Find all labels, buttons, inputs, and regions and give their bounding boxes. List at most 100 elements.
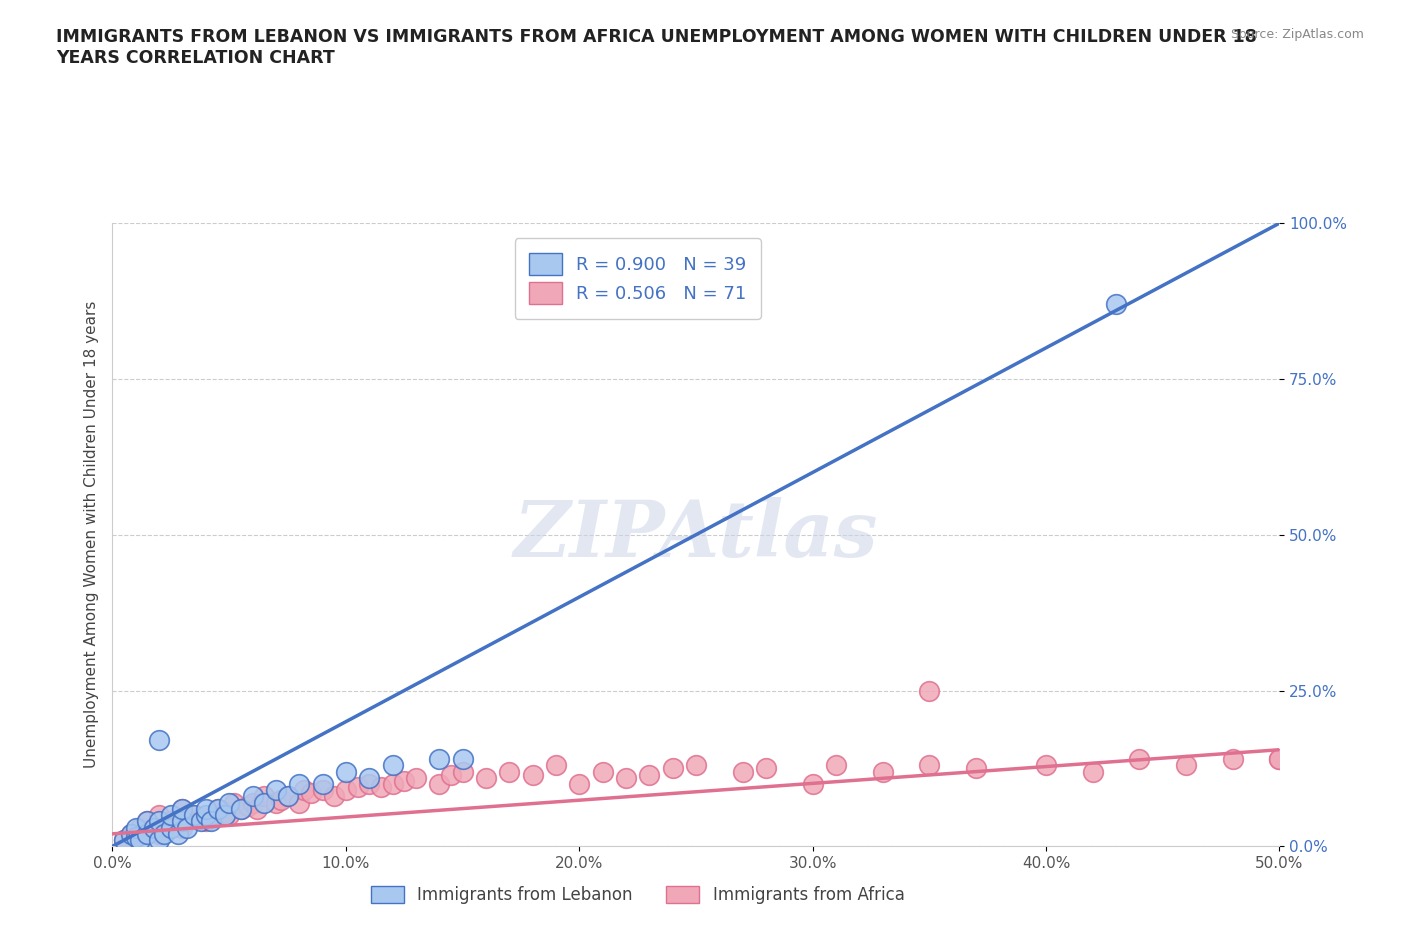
- Point: [1268, 751, 1291, 766]
- Point: [222, 795, 245, 810]
- Point: [522, 767, 544, 782]
- Point: [311, 783, 333, 798]
- Point: [160, 820, 183, 835]
- Point: [381, 777, 404, 791]
- Point: [120, 827, 142, 842]
- Point: [451, 751, 474, 766]
- Point: [1128, 751, 1150, 766]
- Point: [172, 820, 194, 835]
- Point: [125, 830, 148, 844]
- Point: [120, 827, 142, 842]
- Point: [125, 830, 148, 844]
- Point: [381, 758, 404, 773]
- Point: [276, 789, 298, 804]
- Point: [253, 795, 276, 810]
- Point: [246, 802, 269, 817]
- Point: [359, 770, 381, 785]
- Point: [311, 777, 333, 791]
- Point: [200, 807, 222, 823]
- Point: [731, 764, 754, 779]
- Point: [370, 779, 392, 794]
- Point: [190, 814, 212, 829]
- Point: [148, 827, 170, 842]
- Point: [440, 767, 463, 782]
- Point: [1268, 751, 1291, 766]
- Point: [1222, 751, 1244, 766]
- Point: [214, 804, 236, 819]
- Point: [214, 807, 236, 823]
- Point: [160, 807, 183, 823]
- Point: [129, 820, 152, 835]
- Point: [194, 807, 217, 823]
- Point: [160, 814, 183, 829]
- Point: [218, 795, 240, 810]
- Point: [166, 817, 188, 832]
- Point: [136, 827, 159, 842]
- Point: [112, 832, 135, 847]
- Point: [568, 777, 591, 791]
- Point: [661, 761, 683, 776]
- Point: [112, 832, 135, 847]
- Point: [614, 770, 637, 785]
- Point: [136, 827, 159, 842]
- Point: [451, 764, 474, 779]
- Point: [1175, 758, 1198, 773]
- Point: [143, 820, 166, 835]
- Y-axis label: Unemployment Among Women with Children Under 18 years: Unemployment Among Women with Children U…: [83, 301, 98, 768]
- Point: [236, 798, 259, 813]
- Point: [292, 783, 315, 798]
- Point: [965, 761, 987, 776]
- Point: [242, 789, 264, 804]
- Point: [592, 764, 614, 779]
- Point: [207, 802, 229, 817]
- Point: [176, 814, 198, 829]
- Point: [200, 814, 222, 829]
- Point: [242, 795, 264, 810]
- Point: [229, 802, 252, 817]
- Point: [498, 764, 520, 779]
- Point: [299, 786, 322, 801]
- Point: [638, 767, 661, 782]
- Point: [148, 832, 170, 847]
- Point: [825, 758, 848, 773]
- Point: [872, 764, 894, 779]
- Point: [148, 733, 170, 748]
- Point: [136, 814, 159, 829]
- Point: [176, 820, 198, 835]
- Point: [183, 807, 205, 823]
- Point: [544, 758, 567, 773]
- Point: [427, 777, 450, 791]
- Point: [229, 802, 252, 817]
- Point: [264, 783, 287, 798]
- Text: Source: ZipAtlas.com: Source: ZipAtlas.com: [1230, 28, 1364, 41]
- Point: [405, 770, 427, 785]
- Point: [801, 777, 824, 791]
- Point: [143, 820, 166, 835]
- Point: [288, 795, 311, 810]
- Point: [148, 807, 170, 823]
- Point: [136, 814, 159, 829]
- Point: [755, 761, 778, 776]
- Point: [207, 802, 229, 817]
- Legend: Immigrants from Lebanon, Immigrants from Africa: Immigrants from Lebanon, Immigrants from…: [363, 878, 912, 912]
- Point: [1105, 297, 1128, 312]
- Point: [392, 774, 416, 789]
- Point: [270, 792, 292, 807]
- Point: [172, 802, 194, 817]
- Point: [1081, 764, 1104, 779]
- Point: [918, 683, 941, 698]
- Point: [346, 779, 368, 794]
- Point: [183, 807, 205, 823]
- Text: IMMIGRANTS FROM LEBANON VS IMMIGRANTS FROM AFRICA UNEMPLOYMENT AMONG WOMEN WITH : IMMIGRANTS FROM LEBANON VS IMMIGRANTS FR…: [56, 28, 1257, 67]
- Point: [153, 820, 176, 835]
- Point: [359, 777, 381, 791]
- Point: [148, 814, 170, 829]
- Point: [172, 802, 194, 817]
- Text: ZIPAtlas: ZIPAtlas: [513, 497, 879, 573]
- Point: [125, 820, 148, 835]
- Point: [918, 758, 941, 773]
- Point: [153, 827, 176, 842]
- Point: [194, 814, 217, 829]
- Point: [166, 827, 188, 842]
- Point: [276, 789, 298, 804]
